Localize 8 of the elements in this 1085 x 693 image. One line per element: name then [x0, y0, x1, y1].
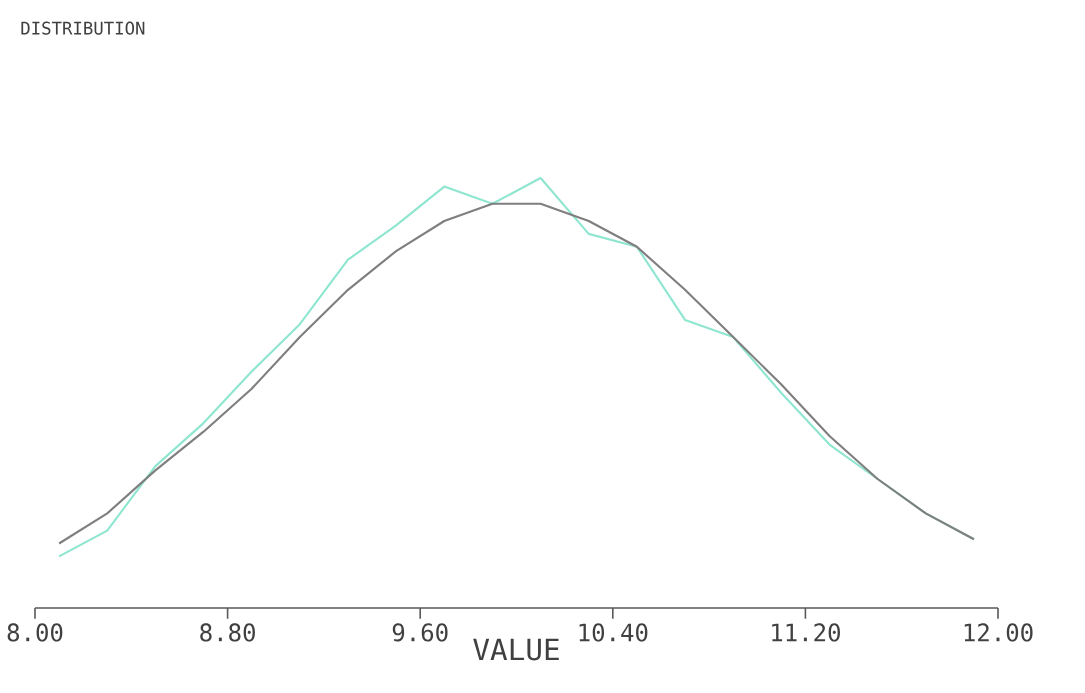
chart-title: DISTRIBUTION — [21, 21, 145, 35]
x-tick-label: 9.60 — [392, 623, 448, 642]
x-tick-label: 10.40 — [579, 623, 648, 642]
x-tick-label: 11.20 — [772, 623, 840, 642]
x-tick-label: 8.00 — [7, 623, 63, 642]
x-tick-label: 8.80 — [200, 623, 255, 642]
x-axis-title: VALUE — [473, 638, 559, 661]
x-tick-label: 12.00 — [964, 623, 1033, 642]
